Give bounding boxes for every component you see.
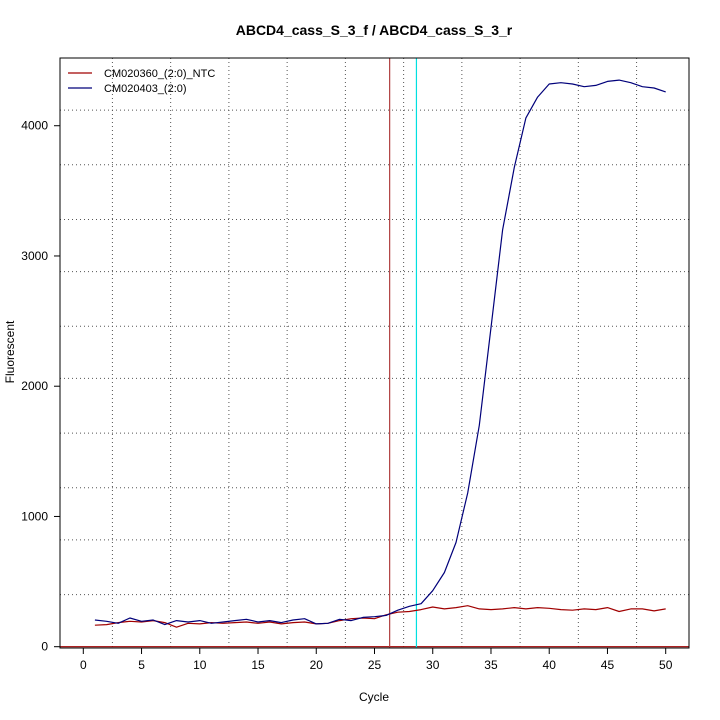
y-tick-label: 0	[41, 640, 48, 654]
reference-lines	[60, 58, 689, 648]
x-tick-label: 0	[80, 658, 87, 672]
x-tick-label: 25	[368, 658, 382, 672]
y-tick-label: 4000	[21, 119, 48, 133]
x-tick-label: 50	[659, 658, 673, 672]
chart-title: ABCD4_cass_S_3_f / ABCD4_cass_S_3_r	[236, 22, 513, 38]
series-lines	[94, 79, 666, 628]
y-tick-label: 3000	[21, 249, 48, 263]
x-tick-label: 40	[543, 658, 557, 672]
x-tick-label: 30	[426, 658, 440, 672]
legend-label-2: CM020403_(2:0)	[104, 83, 187, 95]
x-tick-label: 15	[251, 658, 265, 672]
x-tick-label: 5	[138, 658, 145, 672]
series-line-2	[94, 79, 666, 626]
y-axis: 0 1000 2000 3000 4000	[21, 119, 60, 654]
y-axis-label: Fluorescent	[3, 320, 17, 383]
grid	[60, 58, 689, 648]
x-tick-label: 45	[601, 658, 615, 672]
x-tick-label: 35	[484, 658, 498, 672]
y-tick-label: 2000	[21, 379, 48, 393]
x-axis-label: Cycle	[359, 690, 389, 704]
series-line-1	[94, 605, 666, 628]
y-tick-label: 1000	[21, 509, 48, 523]
x-tick-label: 10	[193, 658, 207, 672]
x-tick-label: 20	[310, 658, 324, 672]
legend: CM020360_(2:0)_NTC CM020403_(2:0)	[68, 68, 215, 95]
x-axis: 0 5 10 15 20 25 30 35 40 45 50	[80, 648, 673, 672]
legend-label-1: CM020360_(2:0)_NTC	[104, 68, 215, 80]
